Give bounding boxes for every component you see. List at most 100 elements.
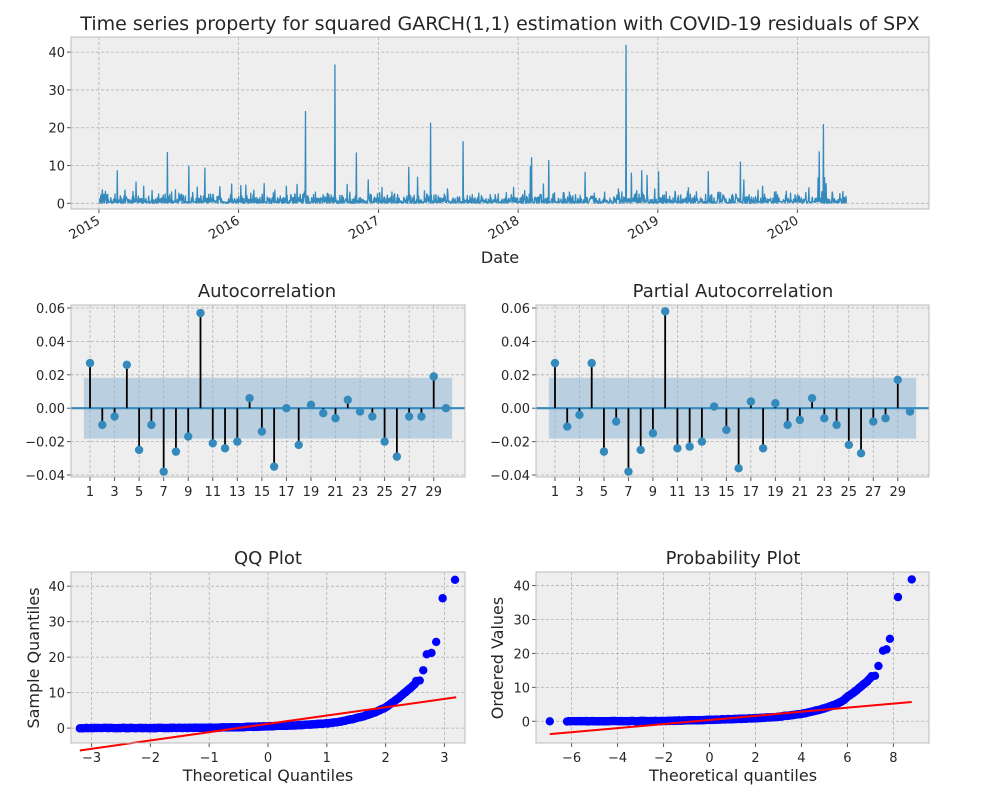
probplot-point <box>893 592 903 602</box>
y-tick-label: −0.02 <box>25 436 65 451</box>
acf-marker <box>245 393 254 403</box>
y-tick-label: 10 <box>48 160 65 175</box>
x-tick-label: 1 <box>323 751 331 766</box>
pacf-marker <box>685 442 694 451</box>
y-tick-label: 0.02 <box>36 369 65 384</box>
y-tick-label: 40 <box>48 46 65 61</box>
x-tick-label: 11 <box>669 485 686 500</box>
acf-marker <box>134 445 144 455</box>
x-tick-label: 15 <box>718 485 735 500</box>
pacf-marker <box>636 445 645 455</box>
x-tick-label: 25 <box>841 485 858 500</box>
x-tick-label: 29 <box>890 485 907 500</box>
x-tick-label: 7 <box>624 485 632 500</box>
acf-panel: 1 3 5 7 9 11 13 15 17 19 21 23 25 27 29−0.04−0.020.000… <box>25 302 466 500</box>
x-tick-label: 27 <box>865 485 882 500</box>
qq-point <box>415 676 424 685</box>
x-tick-label: 8 <box>889 751 897 766</box>
x-tick-label: −4 <box>608 751 627 766</box>
acf-marker <box>98 420 107 430</box>
qq-point <box>450 575 460 585</box>
y-tick-label: 30 <box>48 84 65 99</box>
pacf-marker <box>746 397 756 406</box>
acf-marker <box>110 412 119 421</box>
probplot-xlabel: Theoretical quantiles <box>648 766 817 785</box>
x-tick-label: 13 <box>229 485 246 500</box>
probplot-panel: −6 −4 −2 0 2 4 6 8 0 10 20 30 40 <box>513 571 930 766</box>
axes-border <box>70 304 466 478</box>
pacf-marker <box>795 415 805 425</box>
x-tick-label: 2016 <box>206 213 242 243</box>
y-tick-label: 30 <box>48 616 65 631</box>
probplot-point <box>870 671 880 681</box>
figure-title: Time series property for squared GARCH(1… <box>79 13 919 35</box>
qq-point <box>438 594 447 603</box>
pacf-marker <box>832 420 841 430</box>
y-tick-label: −0.02 <box>490 436 530 451</box>
pacf-marker <box>624 467 633 476</box>
acf-marker <box>196 308 205 318</box>
acf-marker <box>392 452 402 461</box>
axes-border <box>535 571 930 744</box>
probplot-point <box>907 575 916 584</box>
pacf-title: Partial Autocorrelation <box>633 281 834 302</box>
x-tick-label: −1 <box>200 751 219 766</box>
x-tick-label: −6 <box>562 751 581 766</box>
x-tick-label: 9 <box>184 485 192 500</box>
y-tick-label: 0.00 <box>501 402 530 417</box>
acf-title: Autocorrelation <box>198 281 336 302</box>
x-tick-label: 23 <box>352 485 369 500</box>
acf-marker <box>404 412 414 421</box>
pacf-marker <box>734 464 743 473</box>
pacf-marker <box>660 307 670 316</box>
y-tick-label: 0 <box>57 197 65 212</box>
x-tick-label: −3 <box>82 751 101 766</box>
acf-marker <box>147 420 156 430</box>
probplot-ylabel: Ordered Values <box>488 597 507 719</box>
acf-marker <box>282 404 291 413</box>
y-tick-label: 0.04 <box>36 335 65 350</box>
pacf-marker <box>709 402 719 411</box>
pacf-marker <box>550 358 560 368</box>
pacf-marker <box>673 444 682 453</box>
qq-reference-line <box>79 696 457 752</box>
x-tick-label: −2 <box>141 751 160 766</box>
x-tick-label: 0 <box>705 751 713 766</box>
y-tick-label: 40 <box>513 580 530 595</box>
pacf-marker <box>905 407 915 416</box>
pacf-marker <box>844 440 854 450</box>
x-tick-label: 1 <box>86 485 94 500</box>
acf-marker <box>368 412 377 421</box>
plot-area <box>71 37 929 209</box>
x-tick-label: 2020 <box>765 213 801 243</box>
acf-marker <box>269 462 279 471</box>
x-tick-label: 9 <box>649 485 657 500</box>
pacf-marker <box>881 414 890 423</box>
y-tick-label: 0.00 <box>36 402 65 417</box>
y-tick-label: 0.06 <box>36 302 65 317</box>
x-tick-label: 2 <box>381 751 389 766</box>
acf-marker <box>184 432 193 441</box>
axes-border <box>70 571 466 744</box>
y-tick-label: 0.04 <box>501 335 530 350</box>
y-tick-label: 0 <box>57 722 65 737</box>
acf-marker <box>331 414 340 423</box>
x-tick-label: 21 <box>792 485 809 500</box>
y-tick-label: −0.04 <box>25 469 65 484</box>
acf-marker <box>122 360 132 369</box>
x-tick-label: 19 <box>303 485 320 500</box>
y-tick-label: 30 <box>513 614 530 629</box>
qq-ylabel: Sample Quantiles <box>24 587 43 728</box>
pacf-marker <box>856 449 866 458</box>
x-tick-label: 3 <box>110 485 118 500</box>
pacf-marker <box>807 393 817 403</box>
acf-marker <box>417 412 426 421</box>
x-tick-label: 1 <box>551 485 559 500</box>
acf-marker <box>159 467 168 476</box>
pacf-marker <box>611 417 621 426</box>
qq-point <box>419 666 428 675</box>
acf-marker <box>319 409 328 418</box>
qq-point <box>431 637 441 647</box>
